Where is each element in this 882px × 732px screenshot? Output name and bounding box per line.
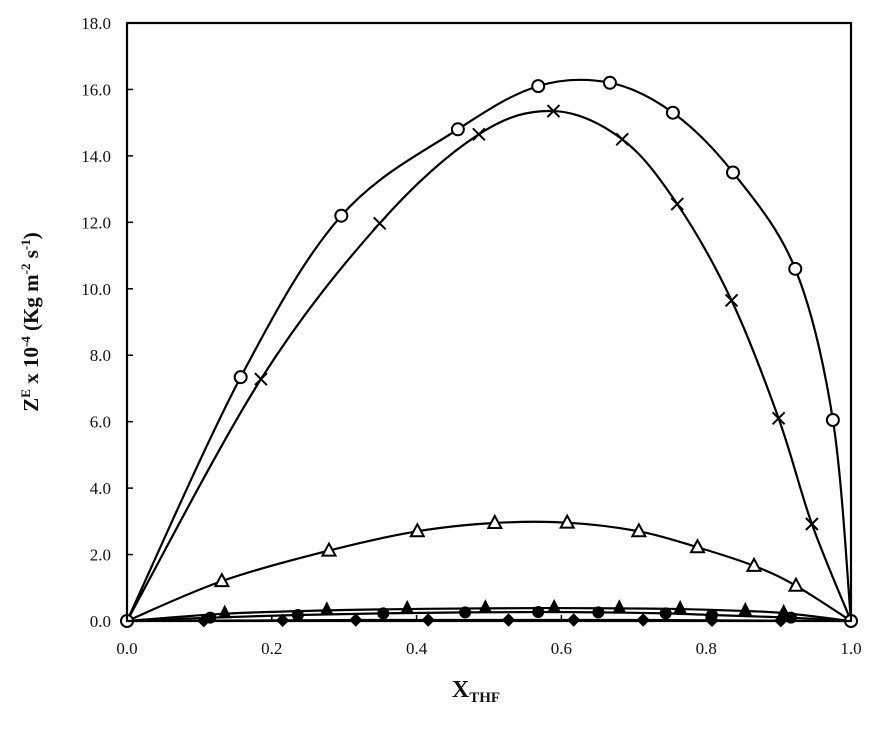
y-tick-label: 0.0 [90, 612, 111, 631]
cross-marker-icon [615, 132, 629, 146]
open-circle-marker-icon [531, 79, 546, 94]
y-tick-label: 14.0 [81, 147, 111, 166]
y-tick: 4.0 [90, 479, 133, 498]
series-open-triangle [126, 513, 852, 623]
open-circle-marker-icon [665, 105, 680, 120]
y-tick: 18.0 [81, 14, 133, 33]
filled-triangle-marker-icon [738, 601, 753, 616]
x-tick-label: 0.6 [551, 639, 572, 658]
data-series-group [120, 75, 858, 628]
cross-marker-icon [254, 372, 268, 386]
x-tick: 0.2 [261, 615, 282, 658]
open-circle-marker-icon [334, 208, 349, 223]
series-line [126, 78, 853, 622]
filled-triangle-marker-icon [612, 599, 627, 613]
filled-triangle-marker-icon [776, 603, 791, 618]
open-triangle-marker-icon [559, 513, 576, 529]
x-tick-label: 0.0 [116, 639, 137, 658]
x-axis: 0.0 0.2 0.4 0.6 0.8 1.0 [116, 615, 862, 658]
y-tick: 12.0 [81, 213, 133, 232]
cross-marker-icon [372, 216, 387, 231]
cross-marker-icon [771, 411, 786, 426]
series-line [126, 520, 852, 623]
series-line [126, 109, 853, 622]
x-tick-label: 0.8 [696, 639, 717, 658]
filled-triangle-marker-icon [547, 598, 561, 613]
y-tick-label: 16.0 [81, 80, 111, 99]
filled-circle-marker-icon [705, 609, 718, 622]
x-tick-label: 1.0 [840, 639, 861, 658]
svg-text:XTHF: XTHF [452, 677, 500, 706]
cross-marker-icon [546, 104, 561, 118]
y-tick-label: 2.0 [90, 546, 111, 565]
y-tick: 2.0 [90, 546, 133, 565]
filled-triangle-marker-icon [478, 599, 493, 613]
filled-circle-marker-icon [532, 606, 545, 619]
open-triangle-marker-icon [689, 538, 706, 554]
open-triangle-marker-icon [486, 513, 503, 529]
open-circle-marker-icon [450, 122, 465, 137]
open-circle-marker-icon [233, 370, 248, 385]
y-axis-title: ZE x 10-4 (Kg m-2 s-1) [18, 232, 43, 411]
open-triangle-marker-icon [320, 541, 338, 557]
open-circle-marker-icon [602, 75, 617, 90]
open-triangle-marker-icon [787, 576, 805, 592]
cross-marker-icon [724, 293, 739, 308]
plot-frame [125, 21, 853, 623]
open-triangle-marker-icon [630, 522, 648, 538]
x-tick: 0.0 [116, 615, 138, 658]
filled-triangle-marker-icon [400, 599, 414, 614]
series-filled-triangle [126, 598, 852, 623]
series-line [126, 610, 852, 623]
y-tick-label: 8.0 [90, 346, 111, 365]
y-tick: 14.0 [81, 147, 133, 166]
open-triangle-marker-icon [213, 572, 231, 588]
cross-marker-icon [670, 197, 684, 211]
x-tick: 0.4 [406, 615, 428, 658]
y-tick-label: 4.0 [90, 479, 111, 498]
y-axis: 0.0 2.0 4.0 6.0 8.0 10.0 12.0 14.0 16.0 18.0 [81, 14, 133, 631]
x-axis-title: XTHF [452, 677, 500, 706]
y-tick: 8.0 [90, 346, 133, 365]
filled-circle-marker-icon [592, 606, 605, 619]
y-tick: 0.0 [90, 612, 133, 631]
y-tick: 6.0 [90, 413, 133, 432]
y-tick-label: 6.0 [90, 413, 111, 432]
filled-triangle-marker-icon [320, 601, 334, 615]
cross-marker-icon [805, 517, 819, 531]
y-tick-label: 10.0 [81, 280, 111, 299]
open-triangle-marker-icon [409, 522, 426, 538]
x-tick: 1.0 [840, 615, 862, 658]
open-circle-marker-icon [825, 413, 840, 428]
filled-triangle-marker-icon [217, 604, 232, 619]
x-tick: 0.6 [551, 615, 572, 658]
series-open-circle [126, 75, 853, 622]
filled-circle-marker-icon [377, 607, 390, 620]
series-line [126, 606, 852, 623]
x-tick: 0.8 [696, 615, 717, 658]
svg-text:ZE x 10-4 (Kg m-2 s-1): ZE x 10-4 (Kg m-2 s-1) [18, 232, 43, 411]
y-tick: 10.0 [81, 280, 133, 299]
x-tick-label: 0.4 [406, 639, 428, 658]
y-tick-label: 18.0 [81, 14, 111, 33]
series-cross [126, 104, 853, 622]
filled-triangle-marker-icon [673, 599, 687, 614]
x-tick-label: 0.2 [261, 639, 282, 658]
open-circle-marker-icon [725, 165, 740, 180]
open-circle-marker-icon [788, 261, 803, 276]
y-tick-label: 12.0 [81, 213, 111, 232]
open-triangle-marker-icon [745, 556, 763, 572]
y-tick: 16.0 [81, 80, 133, 99]
cross-marker-icon [472, 127, 486, 142]
